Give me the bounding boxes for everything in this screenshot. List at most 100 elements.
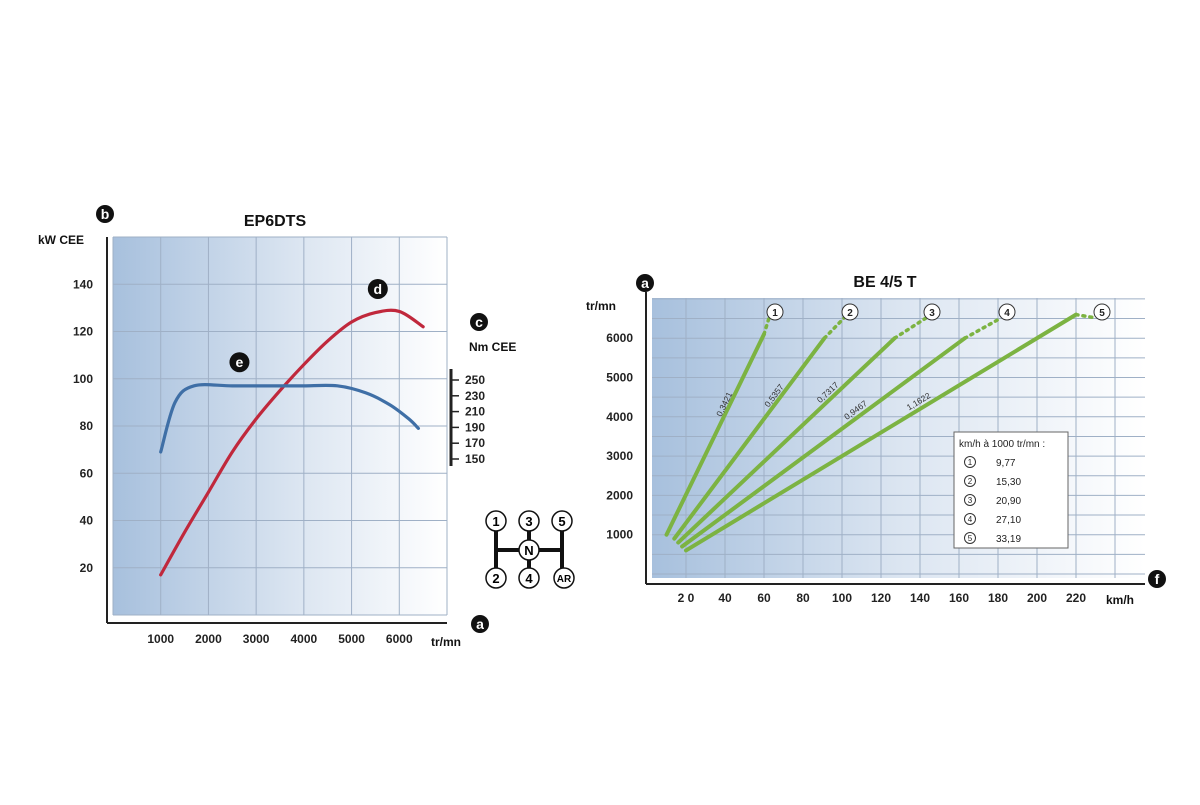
- legend-gear-value: 15,30: [996, 477, 1021, 488]
- legend-gear-bubble: [964, 475, 976, 487]
- engine-y-tick-label: 80: [80, 419, 94, 433]
- legend-gear-value: 9,77: [996, 458, 1016, 469]
- legend-gear-bubble: [964, 532, 976, 544]
- gear-neutral-knob: N: [518, 539, 540, 561]
- gear-line-extension-5: [1074, 312, 1098, 320]
- engine-x-tick-label: 6000: [386, 632, 413, 646]
- gear-line-1: [664, 332, 766, 537]
- legend-gear-number: 2: [968, 477, 973, 486]
- engine-y-corner-letter: b: [101, 206, 110, 222]
- gear-2-label: 2: [492, 571, 499, 586]
- gearing-y-corner-badge: a: [636, 274, 654, 292]
- gear-3-knob: 3: [518, 510, 540, 532]
- gearing-x-tick-label: 80: [796, 591, 810, 605]
- gearing-legend-title: km/h à 1000 tr/mn :: [959, 439, 1045, 450]
- gearing-y-tick-label: 6000: [606, 331, 633, 345]
- gearing-x-tick-label: 2 0: [678, 591, 695, 605]
- engine-x-ticks: 1000 2000 3000 4000 5000 6000: [147, 632, 413, 646]
- torque-axis-label: Nm CEE: [469, 340, 516, 354]
- engine-y-ticks: 20 40 60 80 100 120 140: [73, 277, 93, 575]
- gearing-y-ticks: 1000 2000 3000 4000 5000 6000: [606, 331, 633, 542]
- engine-grid: [112, 236, 448, 616]
- engine-y-tick-label: 20: [80, 561, 94, 575]
- gearing-x-ticks: 2 0 40 60 80 100 120 140 160 180 200 220: [678, 591, 1087, 605]
- engine-x-axis-label: tr/mn: [431, 635, 461, 649]
- torque-axis-badge: c: [470, 313, 488, 331]
- gear-line-5: [684, 312, 1078, 553]
- gear-reverse-knob: AR: [553, 567, 575, 589]
- engine-y-tick-label: 120: [73, 325, 93, 339]
- gearing-chart-title: BE 4/5 T: [853, 274, 916, 291]
- gearing-y-tick-label: 2000: [606, 488, 633, 502]
- engine-y-axis-label: kW CEE: [38, 233, 84, 247]
- series-marker-label-e: e: [236, 354, 244, 370]
- legend-gear-number: 4: [968, 515, 973, 524]
- torque-tick-label: 210: [465, 405, 485, 419]
- engine-y-tick-label: 60: [80, 466, 94, 480]
- engine-x-corner-badge: a: [471, 615, 489, 633]
- gearing-x-axis-label: km/h: [1106, 593, 1134, 607]
- gearing-x-corner-badge: f: [1148, 570, 1166, 588]
- gear-bubble-1: [766, 303, 784, 321]
- engine-x-tick-label: 4000: [291, 632, 318, 646]
- engine-chart: EP6DTS kW CEE tr/mn b a 20 40 60 80 100 120 14…: [38, 205, 516, 649]
- series-line-e: [159, 383, 420, 454]
- gearing-x-tick-label: 140: [910, 591, 930, 605]
- gearing-plot-background: [652, 298, 1145, 578]
- torque-tick-label: 230: [465, 389, 485, 403]
- gearing-x-corner-letter: f: [1155, 571, 1160, 587]
- gear-bubble-5: [1093, 303, 1111, 321]
- gear-neutral-label: N: [524, 543, 533, 558]
- legend-gear-value: 20,90: [996, 496, 1021, 507]
- gear-bubble-label-3: 3: [929, 308, 935, 319]
- gearing-x-tick-label: 100: [832, 591, 852, 605]
- engine-y-tick-label: 140: [73, 277, 93, 291]
- legend-gear-bubble: [964, 513, 976, 525]
- torque-tick-label: 190: [465, 420, 485, 434]
- engine-y-tick-label: 100: [73, 372, 93, 386]
- engine-x-tick-label: 3000: [243, 632, 270, 646]
- gearing-chart: BE 4/5 T tr/mn km/h a f 1000 2000 3000 4000…: [586, 274, 1166, 607]
- engine-y-corner-badge: b: [96, 205, 114, 223]
- engine-x-corner-letter: a: [476, 616, 484, 632]
- legend-gear-number: 3: [968, 496, 973, 505]
- gearing-x-tick-label: 120: [871, 591, 891, 605]
- gearing-y-corner-letter: a: [641, 275, 649, 291]
- engine-chart-title: EP6DTS: [244, 213, 307, 230]
- gear-reverse-label: AR: [557, 574, 572, 585]
- gearing-y-tick-label: 4000: [606, 410, 633, 424]
- legend-gear-bubble: [964, 456, 976, 468]
- torque-tick-label: 150: [465, 452, 485, 466]
- legend-gear-value: 27,10: [996, 515, 1021, 526]
- gearing-y-tick-label: 5000: [606, 371, 633, 385]
- legend-gear-number: 1: [968, 458, 973, 467]
- engine-x-tick-label: 2000: [195, 632, 222, 646]
- gear-line-4: [680, 336, 967, 549]
- gear-3-label: 3: [525, 514, 532, 529]
- gear-bubble-label-5: 5: [1099, 308, 1105, 319]
- gear-bubble-label-2: 2: [847, 308, 853, 319]
- gear-bubble-3: [923, 303, 941, 321]
- gear-line-extension-1: [762, 316, 771, 337]
- engine-y-tick-label: 40: [80, 514, 94, 528]
- gear-bubble-4: [998, 303, 1016, 321]
- gear-5-knob: 5: [551, 510, 573, 532]
- gear-2-knob: 2: [485, 567, 507, 589]
- gearing-x-tick-label: 220: [1066, 591, 1086, 605]
- gear-line-2: [672, 336, 827, 541]
- series-marker-e: [229, 352, 250, 373]
- gear-bubble-label-1: 1: [772, 308, 778, 319]
- engine-x-tick-label: 5000: [338, 632, 365, 646]
- gear-bubble-label-4: 4: [1004, 308, 1010, 319]
- legend-gear-number: 5: [968, 534, 973, 543]
- legend-gear-value: 33,19: [996, 534, 1021, 545]
- gearing-y-axis-label: tr/mn: [586, 299, 616, 313]
- gearing-x-tick-label: 160: [949, 591, 969, 605]
- torque-tick-label: 250: [465, 373, 485, 387]
- gearing-y-tick-label: 3000: [606, 449, 633, 463]
- gearing-legend-rows: 1 9,77 2 15,30 3 20,90 4 27,10 5 33,19: [964, 456, 1021, 545]
- gear-line-extension-3: [892, 316, 928, 340]
- gearing-x-tick-label: 40: [718, 591, 732, 605]
